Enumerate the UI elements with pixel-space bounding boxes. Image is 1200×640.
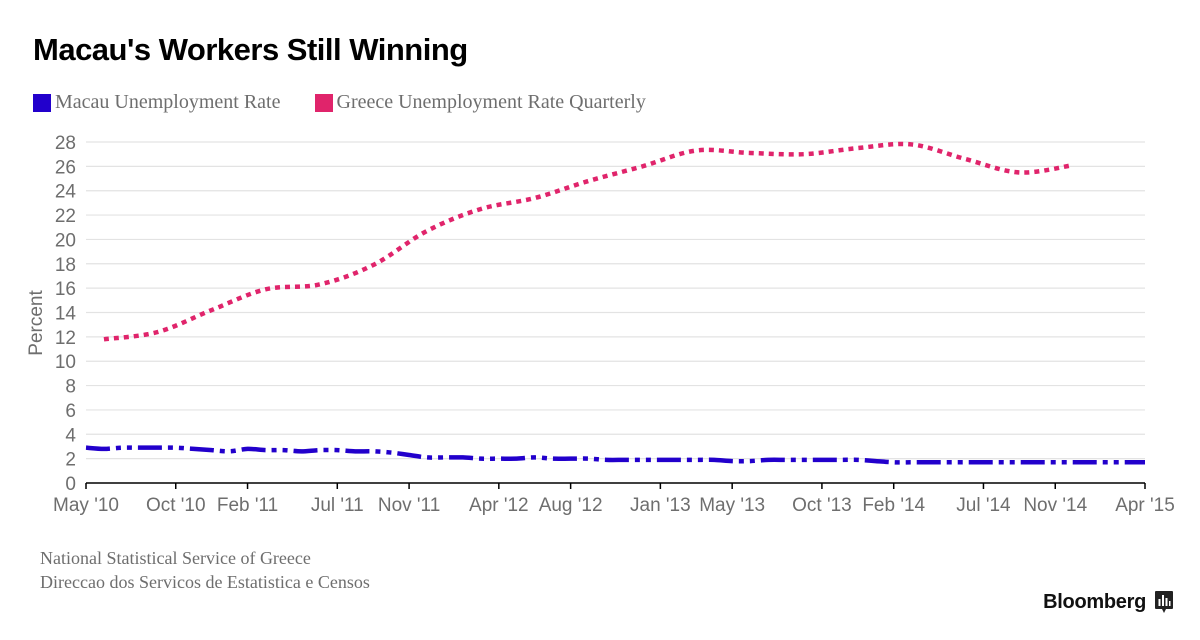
legend-swatch-greece: [314, 93, 333, 112]
x-tick-label: Jul '14: [956, 495, 1011, 516]
y-tick-label: 24: [55, 182, 77, 203]
gridlines: [86, 141, 1145, 460]
series-lines: [85, 141, 1146, 465]
y-tick-label: 4: [65, 425, 76, 446]
y-tick-label: 16: [55, 279, 76, 300]
legend-swatch-macau: [33, 93, 51, 112]
y-tick-label: 2: [65, 450, 76, 471]
legend-label-greece: Greece Unemployment Rate Quarterly: [336, 91, 646, 113]
y-tick-label: 22: [55, 206, 76, 227]
series-macau: [85, 445, 1146, 465]
x-tick-label: Apr '15: [1115, 495, 1175, 516]
y-tick-label: 6: [65, 401, 76, 422]
y-tick-label: 20: [55, 230, 76, 251]
series-line: [103, 141, 1074, 342]
x-tick-label: Oct '13: [792, 495, 852, 516]
legend-item-greece: Greece Unemployment Rate Quarterly: [314, 91, 646, 114]
series-line: [85, 445, 1146, 465]
x-tick-label: Jul '11: [311, 495, 364, 516]
y-tick-label: 12: [55, 328, 76, 349]
legend-item-macau: Macau Unemployment Rate: [33, 91, 281, 114]
source-line-1: National Statistical Service of Greece: [40, 548, 311, 568]
y-tick-label: 14: [55, 304, 77, 325]
x-tick-label: May '13: [699, 495, 765, 516]
x-axis: May '10 Oct '10 Feb '11 Jul '11 Nov '11 Apr '…: [53, 482, 1175, 516]
x-tick-label: Nov '14: [1023, 495, 1087, 516]
x-tick-label: Oct '10: [146, 495, 206, 516]
x-tick-label: Apr '12: [469, 495, 529, 516]
x-tick-label: Nov '11: [378, 495, 440, 516]
y-axis-title: Percent: [26, 290, 47, 356]
y-tick-label: 0: [65, 474, 76, 495]
y-tick-label: 28: [55, 133, 76, 154]
source-line-2: Direccao dos Servicos de Estatistica e C…: [40, 572, 370, 592]
series-greece: [103, 141, 1074, 342]
legend: Macau Unemployment Rate Greece Unemploym…: [33, 91, 680, 114]
brand-name: Bloomberg: [1043, 590, 1146, 613]
bloomberg-chart-icon: [1155, 591, 1173, 613]
x-tick-label: May '10: [53, 495, 119, 516]
x-tick-label: Feb '14: [862, 495, 925, 516]
chart-title: Macau's Workers Still Winning: [33, 32, 468, 67]
y-tick-label: 8: [65, 377, 76, 398]
brand-logo: Bloomberg: [1043, 590, 1174, 614]
legend-label-macau: Macau Unemployment Rate: [55, 91, 281, 113]
y-tick-label: 10: [55, 352, 76, 373]
y-tick-label: 26: [55, 157, 76, 178]
x-tick-label: Aug '12: [539, 495, 603, 516]
x-tick-label: Feb '11: [217, 495, 278, 516]
x-tick-label: Jan '13: [630, 495, 691, 516]
y-tick-label: 18: [55, 255, 76, 276]
source-notes: National Statistical Service of Greece D…: [40, 546, 370, 594]
